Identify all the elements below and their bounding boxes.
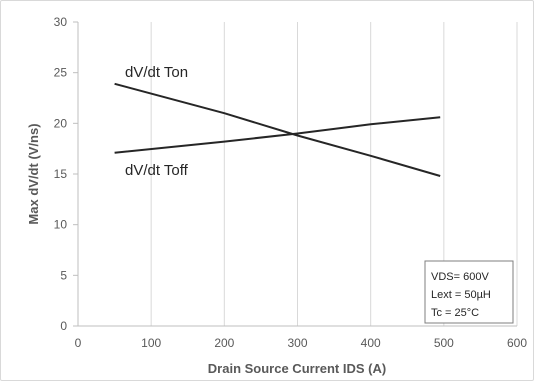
y-tick-labels: 0 5 10 15 20 25 30 <box>54 15 78 333</box>
conditions-box-border <box>424 260 514 324</box>
y-tick-label: 5 <box>60 268 67 282</box>
x-tick-label: 300 <box>287 336 307 350</box>
vertical-gridlines <box>150 22 518 326</box>
series-line-1 <box>114 116 441 154</box>
series-label-toff: dV/dt Toff <box>125 162 189 179</box>
y-tick-label: 20 <box>54 116 68 130</box>
condition-tc: Tc = 25°C <box>431 307 479 319</box>
x-tick-label: 400 <box>361 336 381 350</box>
y-axis-title: Max dV/dt (V/ns) <box>26 123 41 224</box>
x-tick-label: 100 <box>141 336 161 350</box>
series-line-0 <box>114 82 441 177</box>
y-tick-label: 15 <box>54 167 68 181</box>
x-tick-label: 200 <box>214 336 234 350</box>
condition-lext: Lext = 50µH <box>431 289 491 301</box>
y-tick-label: 0 <box>60 319 67 333</box>
series-lines <box>114 82 441 177</box>
x-tick-labels: 0 100 200 300 400 500 600 <box>75 336 528 350</box>
x-tick-label: 500 <box>434 336 454 350</box>
x-axis-title: Drain Source Current IDS (A) <box>208 361 386 376</box>
condition-vds: VDS= 600V <box>431 271 489 283</box>
y-tick-label: 30 <box>54 15 68 29</box>
conditions-box: VDS= 600V Lext = 50µH Tc = 25°C <box>424 260 514 324</box>
y-tick-label: 25 <box>54 66 68 80</box>
series-label-ton: dV/dt Ton <box>125 64 188 81</box>
x-tick-label: 600 <box>507 336 527 350</box>
x-tick-label: 0 <box>75 336 82 350</box>
y-tick-label: 10 <box>54 218 68 232</box>
